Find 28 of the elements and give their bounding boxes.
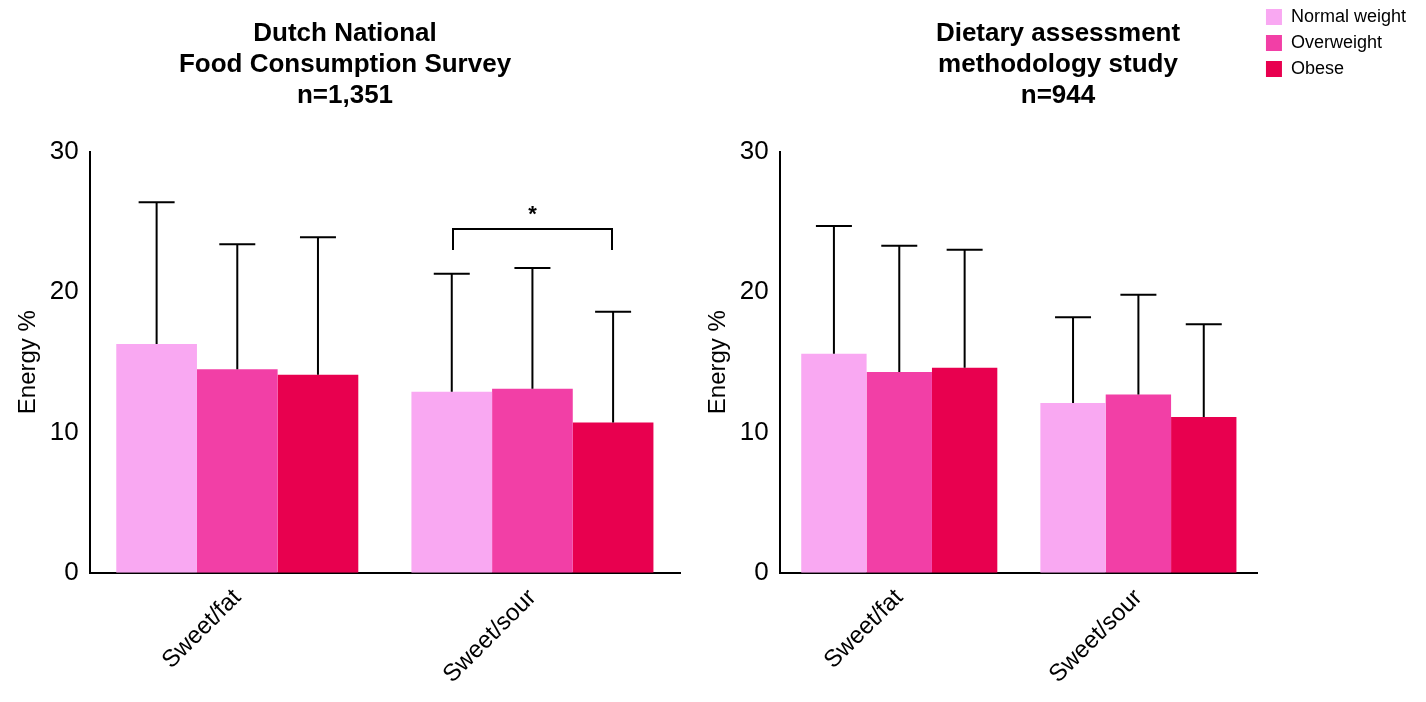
- bar: [1040, 402, 1106, 573]
- legend-label: Obese: [1290, 57, 1345, 78]
- bar: [931, 367, 998, 573]
- chart-subtitle: n=1,351: [296, 79, 394, 110]
- bar: [1105, 394, 1172, 573]
- y-tick-label: 0: [64, 555, 79, 586]
- y-tick-label: 10: [739, 415, 769, 446]
- bar: [801, 353, 867, 573]
- bar: [411, 391, 493, 573]
- y-tick-label: 20: [739, 275, 769, 306]
- bar: [116, 343, 197, 573]
- bar: [196, 369, 278, 573]
- y-axis-title: Energy %: [13, 310, 41, 415]
- bar: [866, 372, 932, 573]
- bar: [492, 388, 573, 573]
- y-tick-label: 30: [739, 134, 769, 165]
- chart-subtitle: n=944: [1020, 79, 1096, 110]
- legend-label: Overweight: [1290, 31, 1383, 52]
- annotation: *: [528, 201, 538, 227]
- y-tick-label: 30: [49, 134, 79, 165]
- y-tick-label: 0: [754, 555, 769, 586]
- y-tick-label: 20: [49, 275, 79, 306]
- legend-label: Normal weight: [1290, 5, 1407, 26]
- y-tick-label: 10: [49, 415, 79, 446]
- y-axis-title: Energy %: [703, 310, 731, 415]
- bar: [572, 422, 654, 573]
- bar: [1171, 416, 1237, 573]
- bar: [277, 374, 359, 573]
